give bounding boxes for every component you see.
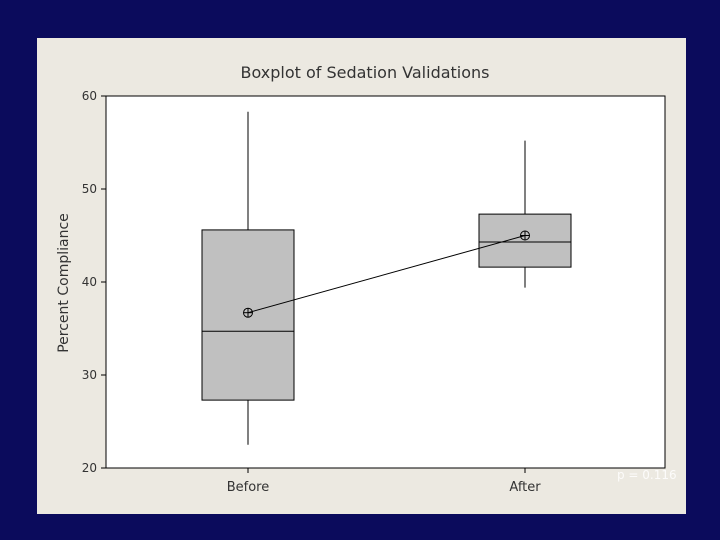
y-tick-label: 40: [82, 275, 97, 289]
boxplot-chart: Boxplot of Sedation Validations Percent …: [56, 63, 677, 495]
plot-area: [105, 95, 666, 469]
y-tick-label: 20: [82, 461, 97, 475]
x-tick-label: Before: [227, 480, 270, 495]
y-tick-label: 50: [82, 182, 97, 196]
mean-connector-line: [247, 235, 526, 314]
y-axis-label: Percent Compliance: [56, 213, 72, 353]
y-tick-label: 60: [82, 89, 97, 103]
chart-figure: Boxplot of Sedation Validations Percent …: [37, 38, 686, 514]
iqr-box: [478, 213, 572, 268]
y-tick-label: 30: [82, 368, 97, 382]
p-value-annotation: p = 0.116: [617, 468, 677, 482]
chart-title: Boxplot of Sedation Validations: [240, 63, 489, 82]
x-tick-label: After: [509, 480, 541, 495]
